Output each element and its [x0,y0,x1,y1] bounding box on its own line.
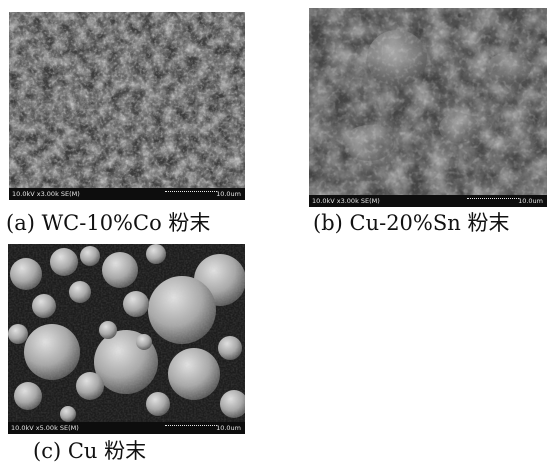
sem-image-b: 10.0kV x3.00k SE(M) 10.0um [309,8,547,207]
scale-label-b: 10.0um [518,197,543,205]
scale-label-c: 10.0um [216,424,241,432]
sem-info-a: 10.0kV x3.00k SE(M) [12,190,80,198]
scale-bar-c [165,425,217,430]
sem-info-bar-c: 10.0kV x5.00k SE(M) 10.0um [8,422,245,434]
sem-info-bar-a: 10.0kV x3.00k SE(M) 10.0um [9,188,245,200]
scale-label-a: 10.0um [216,190,241,198]
caption-c: (c) Cu 粉末 [33,439,147,463]
sem-info-c: 10.0kV x5.00k SE(M) [11,424,79,432]
sem-info-b: 10.0kV x3.00k SE(M) [312,197,380,205]
scale-bar-a [165,191,217,196]
sem-info-bar-b: 10.0kV x3.00k SE(M) 10.0um [309,195,547,207]
sem-micrograph-c-graphic [8,244,245,422]
sem-image-a: 10.0kV x3.00k SE(M) 10.0um [9,12,245,200]
sem-micrograph-a-graphic [9,12,245,188]
sem-image-c: 10.0kV x5.00k SE(M) 10.0um [8,244,245,434]
caption-a: (a) WC-10%Co 粉末 [6,211,211,235]
scale-bar-b [467,198,519,203]
sem-micrograph-b-graphic [309,8,547,195]
caption-b: (b) Cu-20%Sn 粉末 [313,211,510,235]
